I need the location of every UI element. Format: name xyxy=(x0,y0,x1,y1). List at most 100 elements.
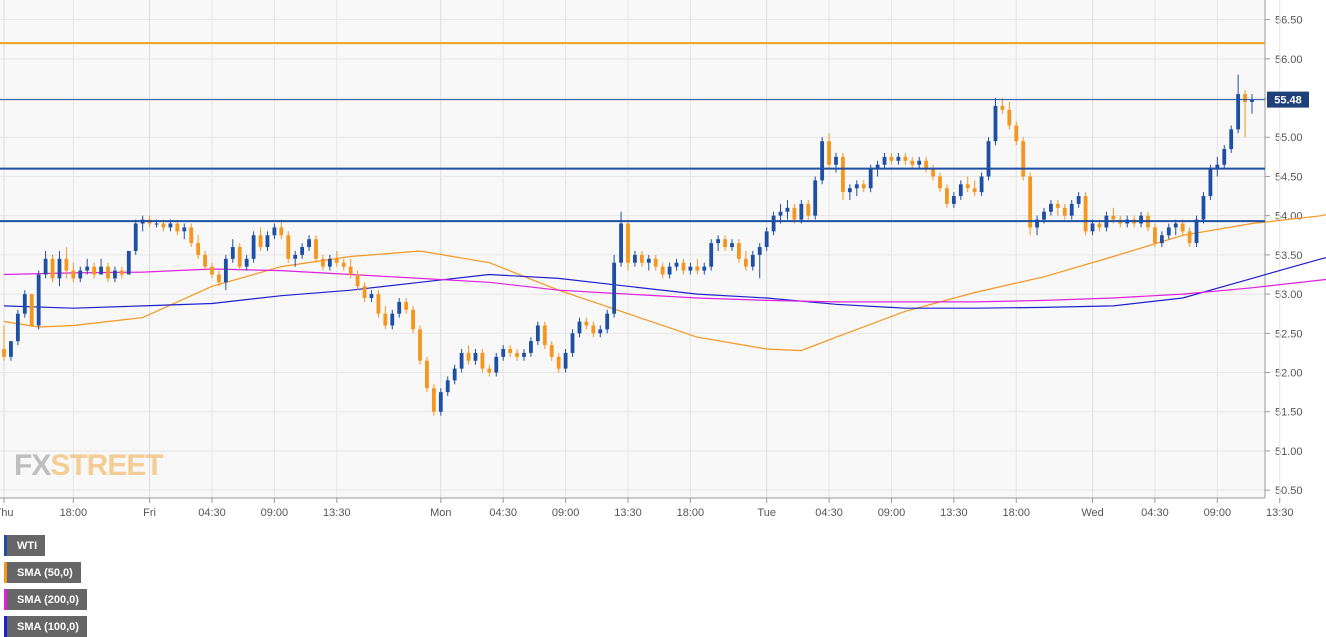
candle-body xyxy=(854,184,859,189)
candle-body xyxy=(827,141,831,165)
candle-body xyxy=(945,188,949,204)
candle-body xyxy=(196,243,201,255)
candle-body xyxy=(951,196,956,204)
x-tick-label: 13:30 xyxy=(1266,507,1294,519)
candle-body xyxy=(1222,149,1227,165)
candle-body xyxy=(896,156,901,161)
y-tick-label: 51.00 xyxy=(1275,446,1303,458)
y-tick-label: 51.50 xyxy=(1275,407,1303,419)
candle-body xyxy=(515,352,519,357)
candle-body xyxy=(529,341,533,353)
candle-body xyxy=(972,188,977,193)
x-tick-label: Tue xyxy=(757,507,776,519)
legend-item-wti[interactable]: WTI xyxy=(4,535,46,556)
x-tick-label: 18:00 xyxy=(60,507,88,519)
candle-body xyxy=(1159,235,1164,244)
candle-body xyxy=(314,239,318,259)
candle-body xyxy=(806,203,811,216)
candle-body xyxy=(29,294,34,326)
candle-body xyxy=(286,235,291,259)
candle-body xyxy=(556,356,561,369)
fxstreet-logo: FXSTREET xyxy=(14,449,164,483)
candle-body xyxy=(251,235,256,259)
candle-body xyxy=(605,313,610,330)
candle-body xyxy=(189,227,194,244)
candle-body xyxy=(861,184,866,189)
candle-body xyxy=(716,239,721,244)
candle-body xyxy=(743,258,748,267)
candle-body xyxy=(1187,231,1192,244)
candle-body xyxy=(598,329,603,334)
candle-body xyxy=(203,254,207,267)
candle-body xyxy=(653,258,658,267)
legend-swatch xyxy=(4,616,7,637)
candle-body xyxy=(57,258,62,279)
candle-body xyxy=(938,176,942,189)
candle-body xyxy=(355,274,360,287)
candle-body xyxy=(563,352,568,369)
candle-body xyxy=(154,223,159,225)
candle-body xyxy=(99,266,103,275)
sma-line xyxy=(3,257,1326,309)
candle-body xyxy=(501,348,506,357)
candle-body xyxy=(958,184,963,197)
candle-body xyxy=(438,392,443,412)
x-tick-label: 13:30 xyxy=(940,507,968,519)
y-tick-label: 50.50 xyxy=(1275,485,1303,497)
x-tick-label: 09:00 xyxy=(878,507,906,519)
candle-body xyxy=(813,180,818,216)
candle-body xyxy=(64,258,69,271)
candle-body xyxy=(882,156,887,165)
candle-body xyxy=(376,294,381,314)
candle-body xyxy=(265,235,270,248)
candle-body xyxy=(15,313,20,342)
candle-body xyxy=(931,168,935,177)
candle-body xyxy=(792,207,797,220)
current-price-label: 55.48 xyxy=(1274,95,1302,107)
candle-body xyxy=(1000,105,1005,110)
candle-body xyxy=(1208,168,1213,197)
candle-body xyxy=(1007,109,1012,126)
candle-body xyxy=(50,258,55,279)
candle-body xyxy=(750,254,755,267)
candle-body xyxy=(217,274,221,283)
legend-item-sma50[interactable]: SMA (50,0) xyxy=(4,562,81,583)
candle-body xyxy=(841,156,845,193)
candle-body xyxy=(633,254,637,263)
candle-body xyxy=(2,348,6,357)
candle-body xyxy=(279,227,284,236)
x-tick-label: Thu xyxy=(0,507,13,519)
candle-body xyxy=(910,160,915,165)
candle-body xyxy=(917,160,922,165)
candle-body xyxy=(834,156,838,165)
candle-body xyxy=(404,301,409,310)
y-tick-label: 55.00 xyxy=(1275,132,1303,144)
candle-body xyxy=(258,235,263,248)
candle-body xyxy=(133,223,138,251)
candle-body xyxy=(425,360,429,389)
candle-body xyxy=(1201,196,1206,220)
candle-body xyxy=(1250,99,1254,102)
candle-body xyxy=(230,247,235,259)
legend-item-sma100[interactable]: SMA (100,0) xyxy=(4,616,87,637)
x-tick-label: 13:30 xyxy=(323,507,351,519)
candle-body xyxy=(695,266,700,271)
candle-body xyxy=(868,168,873,189)
candle-body xyxy=(362,286,367,299)
legend-item-sma200[interactable]: SMA (200,0) xyxy=(4,589,87,610)
candle-body xyxy=(334,258,339,263)
candle-body xyxy=(1083,196,1088,232)
candle-body xyxy=(1236,94,1241,130)
x-tick-label: 18:00 xyxy=(1003,507,1031,519)
candle-body xyxy=(903,156,908,161)
candle-body xyxy=(1215,164,1220,169)
x-tick-label: 09:00 xyxy=(552,507,580,519)
y-tick-label: 56.50 xyxy=(1275,15,1303,27)
candle-body xyxy=(452,368,457,381)
candle-body xyxy=(480,352,485,369)
candle-body xyxy=(1035,219,1039,228)
x-tick-label: 04:30 xyxy=(815,507,843,519)
x-tick-label: Fri xyxy=(143,507,156,519)
candle-body xyxy=(820,141,825,181)
candle-body xyxy=(1229,129,1234,150)
